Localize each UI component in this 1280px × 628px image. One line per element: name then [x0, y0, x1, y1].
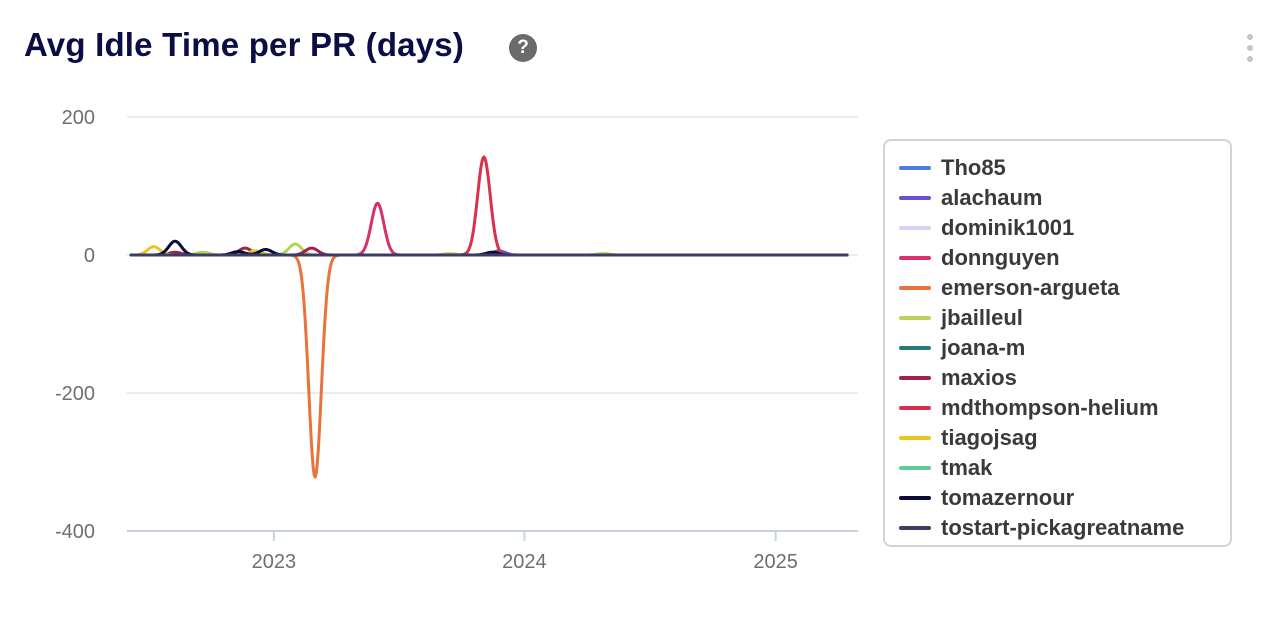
legend-item[interactable]: tomazernour: [899, 483, 1230, 513]
series-line-tomazernour: [129, 239, 849, 257]
y-tick-label: -400: [55, 521, 95, 543]
y-tick-label: 200: [62, 107, 95, 129]
legend-item[interactable]: joana-m: [899, 333, 1230, 363]
legend-item[interactable]: tmak: [899, 453, 1230, 483]
y-tick-label: -200: [55, 383, 95, 405]
legend-swatch: [899, 496, 931, 500]
legend-swatch: [899, 256, 931, 260]
series-line-donnguyen: [129, 201, 849, 257]
series-line-emerson-argueta: [129, 253, 849, 479]
legend-swatch: [899, 466, 931, 470]
legend-item[interactable]: mdthompson-helium: [899, 393, 1230, 423]
legend-swatch: [899, 316, 931, 320]
legend-swatch: [899, 226, 931, 230]
legend-item[interactable]: tostart-pickagreatname: [899, 513, 1230, 543]
legend-swatch: [899, 436, 931, 440]
question-circle-icon[interactable]: ?: [509, 34, 537, 62]
legend-swatch: [899, 406, 931, 410]
legend-swatch: [899, 526, 931, 530]
x-tick-label: 2025: [753, 551, 798, 573]
vertical-ellipsis-icon[interactable]: [1240, 32, 1260, 64]
legend-label: jbailleul: [941, 305, 1023, 330]
legend-label: alachaum: [941, 185, 1043, 210]
legend-label: joana-m: [941, 335, 1026, 360]
x-tick-label: 2023: [252, 551, 297, 573]
legend-label: emerson-argueta: [941, 275, 1120, 300]
legend-label: tostart-pickagreatname: [941, 515, 1185, 540]
legend-label: tmak: [941, 455, 993, 480]
legend-swatch: [899, 376, 931, 380]
series-lines: [129, 155, 849, 479]
legend-swatch: [899, 286, 931, 290]
legend-item[interactable]: dominik1001: [899, 213, 1230, 243]
grid-lines: [127, 116, 858, 532]
legend-item[interactable]: maxios: [899, 363, 1230, 393]
legend-item[interactable]: alachaum: [899, 183, 1230, 213]
page-title: Avg Idle Time per PR (days): [24, 26, 465, 63]
chart-legend: Tho85 alachaum dominik1001 donnguyen emerson…: [883, 139, 1232, 547]
legend-swatch: [899, 196, 931, 200]
legend-label: mdthompson-helium: [941, 395, 1159, 420]
legend-swatch: [899, 166, 931, 170]
legend-label: tomazernour: [941, 485, 1075, 510]
series-line-mdthompson-helium: [129, 155, 849, 257]
line-chart: 200 0 -200 -400 2023 2024 2025: [55, 107, 858, 573]
legend-item[interactable]: emerson-argueta: [899, 273, 1230, 303]
legend-label: tiagojsag: [941, 425, 1038, 450]
legend-label: Tho85: [941, 155, 1006, 180]
legend-item[interactable]: Tho85: [899, 153, 1230, 183]
legend-label: donnguyen: [941, 245, 1060, 270]
axis-labels: 200 0 -200 -400 2023 2024 2025: [55, 107, 798, 573]
legend-item[interactable]: jbailleul: [899, 303, 1230, 333]
y-tick-label: 0: [84, 245, 95, 267]
legend-label: dominik1001: [941, 215, 1075, 240]
legend-swatch: [899, 346, 931, 350]
x-tick-label: 2024: [502, 551, 547, 573]
legend-item[interactable]: donnguyen: [899, 243, 1230, 273]
legend-item[interactable]: tiagojsag: [899, 423, 1230, 453]
legend-label: maxios: [941, 365, 1017, 390]
